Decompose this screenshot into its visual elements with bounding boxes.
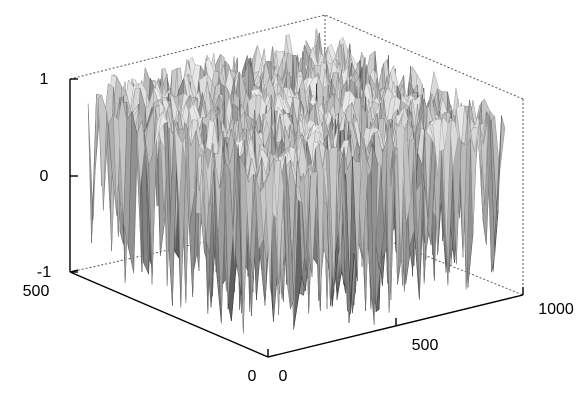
surface-mesh [87,28,506,334]
axes-box-front [69,78,524,358]
y-tick-0 [267,354,277,358]
x-tick-label-min: 0 [279,368,288,385]
y-tick-label-max: 500 [23,283,50,300]
y-tick-label-min: 0 [248,368,257,385]
z-tick-label-mid: 0 [40,168,49,185]
y-tick-500 [69,269,79,273]
x-tick-label-max: 1000 [538,301,574,318]
tick-labels: 1 0 -1 500 0 0 500 1000 [23,71,574,385]
surface-patch [264,158,274,293]
z-tick-label-min: -1 [37,264,51,281]
z-tick-label-max: 1 [40,71,49,88]
x-tick-label-mid: 500 [412,337,439,354]
y-axis-line [69,271,269,358]
